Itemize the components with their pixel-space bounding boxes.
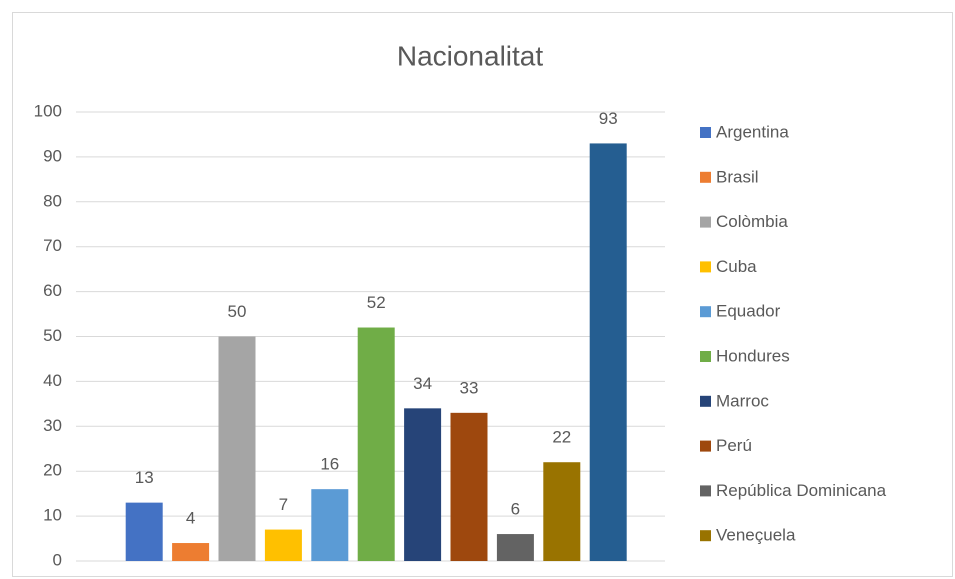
data-label: 34 [413, 374, 432, 393]
legend-label: Cuba [716, 257, 757, 276]
legend-swatch [700, 485, 711, 497]
data-label: 6 [511, 500, 520, 519]
data-label: 13 [135, 468, 154, 487]
legend-swatch [700, 395, 711, 407]
bar [357, 327, 395, 561]
legend-label: Marroc [716, 391, 769, 410]
legend-swatch [700, 306, 711, 318]
data-label: 16 [320, 455, 339, 474]
y-tick-label: 100 [34, 101, 62, 120]
y-tick-label: 20 [43, 461, 62, 480]
y-tick-label: 70 [43, 236, 62, 255]
y-tick-label: 40 [43, 371, 62, 390]
legend-swatch [700, 261, 711, 273]
y-tick-label: 10 [43, 506, 62, 525]
y-tick-label: 30 [43, 416, 62, 435]
legend-label: Brasil [716, 167, 759, 186]
legend-swatch [700, 440, 711, 452]
y-tick-label: 50 [43, 326, 62, 345]
bar [172, 543, 210, 561]
y-tick-label: 60 [43, 281, 62, 300]
y-tick-label: 90 [43, 146, 62, 165]
bar [496, 534, 534, 561]
bar [125, 502, 163, 561]
y-tick-label: 80 [43, 191, 62, 210]
data-label: 4 [186, 509, 195, 528]
bar [311, 489, 349, 561]
legend-label: Argentina [716, 122, 789, 141]
data-label: 33 [460, 378, 479, 397]
legend-label: Veneçuela [716, 526, 796, 545]
data-label: 22 [552, 428, 571, 447]
legend-label: Colòmbia [716, 212, 788, 231]
legend-swatch [700, 530, 711, 542]
bar [218, 336, 256, 561]
legend-label: República Dominicana [716, 481, 887, 500]
data-label: 50 [228, 302, 247, 321]
y-tick-label: 0 [53, 550, 62, 569]
data-label: 93 [599, 109, 618, 128]
legend-swatch [700, 127, 711, 138]
bar [450, 412, 488, 561]
bar [543, 462, 581, 561]
bar [589, 143, 627, 561]
bar [404, 408, 442, 561]
legend-swatch [700, 216, 711, 228]
data-label: 52 [367, 293, 386, 312]
legend-swatch [700, 351, 711, 362]
legend-label: Hondures [716, 346, 790, 365]
chart-title: Nacionalitat [397, 40, 544, 71]
bar [264, 529, 302, 561]
data-label: 7 [279, 495, 288, 514]
legend-swatch [700, 171, 711, 183]
legend-label: Perú [716, 436, 752, 455]
legend-label: Equador [716, 302, 781, 321]
